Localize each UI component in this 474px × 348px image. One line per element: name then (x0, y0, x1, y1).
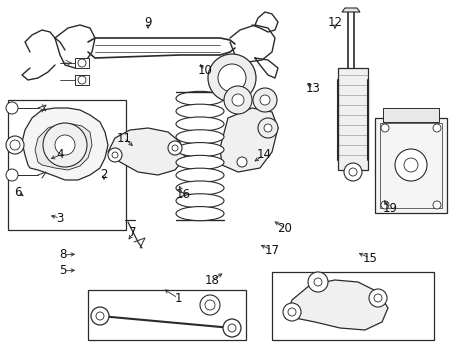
Text: 1: 1 (174, 292, 182, 304)
Circle shape (314, 278, 322, 286)
Circle shape (308, 272, 328, 292)
Circle shape (381, 201, 389, 209)
Polygon shape (220, 108, 278, 172)
Polygon shape (285, 280, 388, 330)
Circle shape (381, 124, 389, 132)
Text: 8: 8 (59, 248, 67, 261)
Circle shape (369, 289, 387, 307)
Polygon shape (35, 124, 92, 170)
Text: 14: 14 (256, 149, 272, 161)
Text: 6: 6 (14, 185, 22, 198)
Circle shape (237, 157, 247, 167)
Circle shape (108, 148, 122, 162)
Circle shape (91, 307, 109, 325)
Circle shape (232, 94, 244, 106)
Text: 3: 3 (56, 212, 64, 224)
Text: 16: 16 (175, 189, 191, 201)
Circle shape (55, 135, 75, 155)
Circle shape (374, 294, 382, 302)
Text: 13: 13 (306, 81, 320, 95)
Circle shape (224, 86, 252, 114)
Bar (338, 68, 368, 170)
Bar (75, 75, 89, 85)
Bar (383, 108, 439, 122)
Circle shape (349, 168, 357, 176)
Ellipse shape (176, 194, 224, 208)
Circle shape (433, 201, 441, 209)
Circle shape (258, 118, 278, 138)
Circle shape (172, 145, 178, 151)
Circle shape (228, 324, 236, 332)
Text: 4: 4 (56, 149, 64, 161)
Ellipse shape (176, 130, 224, 144)
Ellipse shape (176, 117, 224, 131)
Ellipse shape (176, 181, 224, 195)
Circle shape (404, 158, 418, 172)
Circle shape (288, 308, 296, 316)
Circle shape (395, 149, 427, 181)
Text: 19: 19 (383, 201, 398, 214)
Circle shape (223, 319, 241, 337)
Text: 10: 10 (198, 63, 212, 77)
Circle shape (205, 300, 215, 310)
Circle shape (208, 54, 256, 102)
Circle shape (78, 76, 86, 84)
Circle shape (200, 295, 220, 315)
Polygon shape (108, 128, 185, 175)
Bar (88, 290, 246, 340)
Bar (8, 100, 126, 230)
Circle shape (10, 140, 20, 150)
Text: 7: 7 (129, 227, 137, 239)
Circle shape (6, 169, 18, 181)
Circle shape (433, 124, 441, 132)
Ellipse shape (176, 104, 224, 118)
Polygon shape (342, 8, 360, 12)
Text: 9: 9 (144, 16, 152, 29)
Ellipse shape (176, 92, 224, 105)
Ellipse shape (176, 207, 224, 221)
Bar (272, 272, 434, 340)
Circle shape (264, 124, 272, 132)
Ellipse shape (176, 143, 224, 157)
Circle shape (6, 102, 18, 114)
Circle shape (43, 123, 87, 167)
Polygon shape (22, 108, 108, 180)
Bar (75, 58, 89, 68)
Text: 5: 5 (59, 264, 67, 277)
Circle shape (6, 136, 24, 154)
Circle shape (283, 303, 301, 321)
Bar (375, 118, 447, 213)
Text: 15: 15 (363, 252, 377, 264)
Text: 2: 2 (100, 168, 108, 182)
Circle shape (344, 163, 362, 181)
Circle shape (168, 141, 182, 155)
Text: 17: 17 (264, 244, 280, 256)
Circle shape (78, 59, 86, 67)
Circle shape (260, 95, 270, 105)
Circle shape (96, 312, 104, 320)
Text: 11: 11 (117, 132, 131, 144)
Circle shape (112, 152, 118, 158)
Text: 12: 12 (328, 16, 343, 29)
Text: 18: 18 (205, 274, 219, 286)
Ellipse shape (176, 155, 224, 169)
Circle shape (218, 64, 246, 92)
Text: 20: 20 (278, 221, 292, 235)
Bar (380, 123, 442, 208)
Circle shape (253, 88, 277, 112)
Ellipse shape (176, 168, 224, 182)
